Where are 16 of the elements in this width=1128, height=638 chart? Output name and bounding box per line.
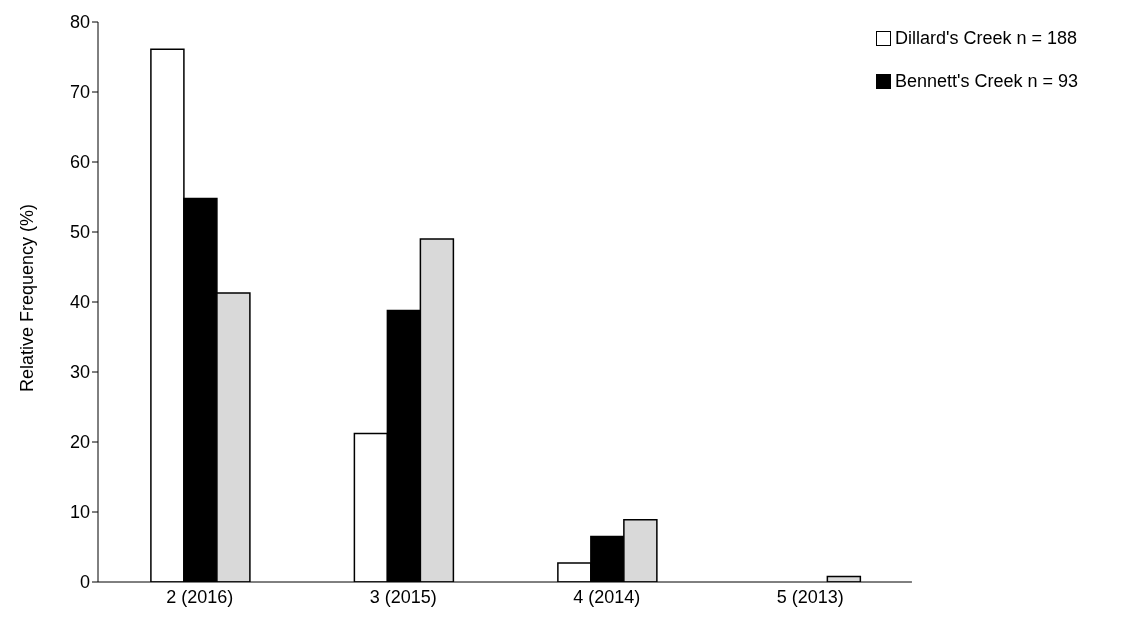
x-tick-label: 5 (2013) <box>776 586 844 607</box>
y-tick-label: 50 <box>69 222 90 243</box>
y-tick-label: 0 <box>79 572 90 593</box>
y-tick-label: 60 <box>69 152 90 173</box>
y-tick-label: 10 <box>69 502 90 523</box>
legend-label: Dillard's Creek n = 188 <box>894 28 1077 49</box>
y-axis-title: Relative Frequency (%) <box>17 203 38 392</box>
y-tick-label: 30 <box>69 362 90 383</box>
x-tick-label: 2 (2016) <box>166 586 234 607</box>
y-tick-label: 40 <box>69 292 90 313</box>
y-tick-label: 70 <box>69 82 90 103</box>
x-tick-label: 4 (2014) <box>573 586 641 607</box>
legend-label: Bennett's Creek n = 93 <box>894 71 1078 92</box>
y-tick-label: 20 <box>69 432 90 453</box>
x-tick-label: 3 (2015) <box>369 586 437 607</box>
y-tick-label: 80 <box>69 12 90 33</box>
